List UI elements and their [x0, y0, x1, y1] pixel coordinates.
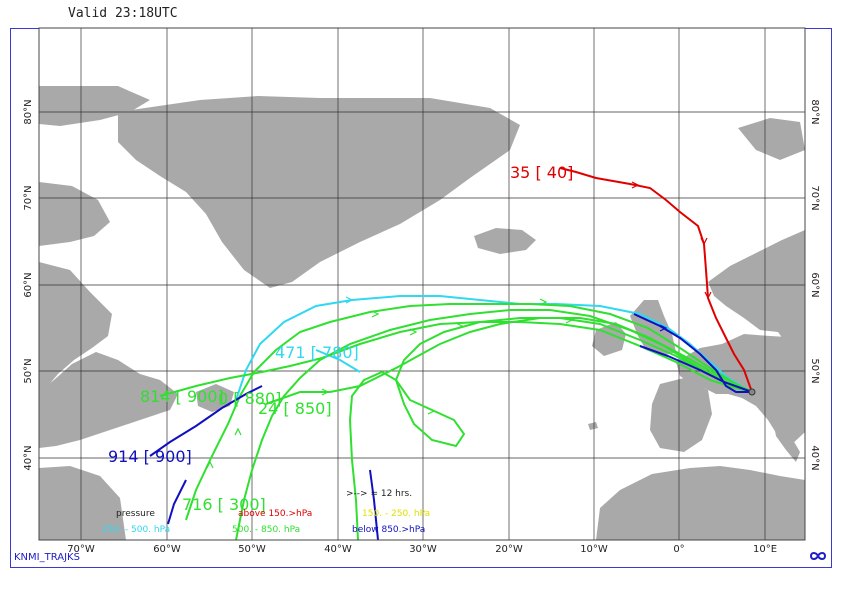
- lon-label: 40°W: [324, 544, 352, 555]
- trajectory-471-branch: [315, 349, 361, 373]
- legend-class-below-850: below 850.>hPa: [352, 525, 425, 535]
- lat-label-left: 50°N: [23, 358, 34, 383]
- legend-interval-note: >--> = 12 hrs.: [346, 489, 412, 499]
- time-marker: [455, 322, 464, 330]
- italy: [772, 416, 800, 462]
- lat-label-right: 50°N: [809, 358, 820, 383]
- newfoundland: [196, 384, 234, 412]
- trajectory-914: [149, 385, 263, 457]
- time-marker: [704, 291, 712, 300]
- greenland-landmass: [118, 96, 520, 288]
- trajectory-35: [559, 167, 753, 393]
- svalbard: [738, 118, 805, 160]
- lat-label-right: 70°N: [809, 185, 820, 210]
- trajectory-lines: [149, 167, 753, 541]
- legend-class-250-500: 250. - 500. hPa: [102, 525, 170, 535]
- time-marker: [234, 427, 242, 436]
- time-marker: [659, 324, 668, 332]
- trajectory-blue-south: [369, 469, 379, 541]
- lon-label: 0°: [673, 544, 684, 555]
- time-marker: [321, 388, 330, 396]
- time-marker: [700, 237, 708, 246]
- lon-label: 50°W: [238, 544, 266, 555]
- program-label: KNMI_TRAJKS: [14, 552, 80, 563]
- legend-class-above-150: above 150.>hPa: [238, 509, 312, 519]
- lon-label: 10°E: [753, 544, 777, 555]
- legend-title: pressure: [116, 509, 155, 519]
- trajectory-24: [265, 317, 753, 405]
- time-markers: [206, 181, 712, 469]
- time-marker: [565, 316, 574, 324]
- trajectory-label: 35 [ 40]: [510, 163, 573, 182]
- knmi-logo-icon: [809, 549, 827, 567]
- time-marker: [345, 296, 354, 304]
- time-marker: [206, 460, 214, 469]
- trajectory-blue-north: [639, 345, 753, 393]
- lat-label-right: 80°N: [809, 99, 820, 124]
- canadian-mainland: [39, 262, 112, 392]
- scandinavia: [708, 230, 805, 348]
- graticule: [39, 28, 805, 540]
- axis-labels: 70°W 60°W 50°W 40°W 30°W 20°W 10°W 0° 10…: [23, 99, 820, 555]
- valid-time-title: Valid 23:18UTC: [68, 6, 178, 21]
- trajectory-labels: 35 [ 40] 471 [ 780] 814 [ 900] 0 [ 880] …: [108, 163, 573, 514]
- lat-label-right: 60°N: [809, 272, 820, 297]
- time-marker: [409, 328, 418, 336]
- lon-label: 10°W: [580, 544, 608, 555]
- trajectory-914-tail: [167, 479, 187, 525]
- trajectory-blue-europe: [633, 313, 752, 393]
- lat-label-left: 60°N: [23, 272, 34, 297]
- north-africa: [596, 466, 805, 540]
- lon-label: 60°W: [153, 544, 181, 555]
- trajectory-label: 24 [ 850]: [258, 399, 332, 418]
- trajectory-label: 914 [ 900]: [108, 447, 192, 466]
- time-marker: [539, 298, 548, 306]
- lat-label-left: 70°N: [23, 185, 34, 210]
- labrador-coast: [39, 352, 178, 448]
- legend-class-500-850: 500. - 850. hPa: [232, 525, 300, 535]
- lon-label: 70°W: [67, 544, 95, 555]
- time-marker: [631, 181, 640, 189]
- trajectory-716: [185, 303, 753, 521]
- trajectory-814: [159, 321, 753, 397]
- trajectory-label: 814 [ 900]: [140, 387, 224, 406]
- lat-label-left: 80°N: [23, 99, 34, 124]
- azores: [588, 422, 598, 430]
- time-marker: [371, 310, 380, 318]
- trajectory-label: 716 [ 300]: [182, 495, 266, 514]
- iberian-peninsula: [650, 378, 712, 452]
- lon-label: 30°W: [409, 544, 437, 555]
- lon-label: 20°W: [495, 544, 523, 555]
- lat-label-left: 40°N: [23, 445, 34, 470]
- legend-class-150-250: 150. - 250. hPa: [362, 509, 430, 519]
- time-marker: [427, 407, 436, 415]
- ellesmere-island: [39, 86, 150, 126]
- pressure-legend: pressure >--> = 12 hrs. above 150.>hPa 1…: [102, 489, 430, 535]
- lat-label-right: 40°N: [809, 445, 820, 470]
- release-point-marker: [748, 388, 756, 396]
- map-border: [38, 27, 806, 541]
- trajectory-label: 0 [ 880]: [218, 389, 281, 408]
- iceland: [474, 228, 536, 254]
- trajectory-label: 471 [ 780]: [275, 343, 359, 362]
- us-east-coast: [39, 466, 126, 540]
